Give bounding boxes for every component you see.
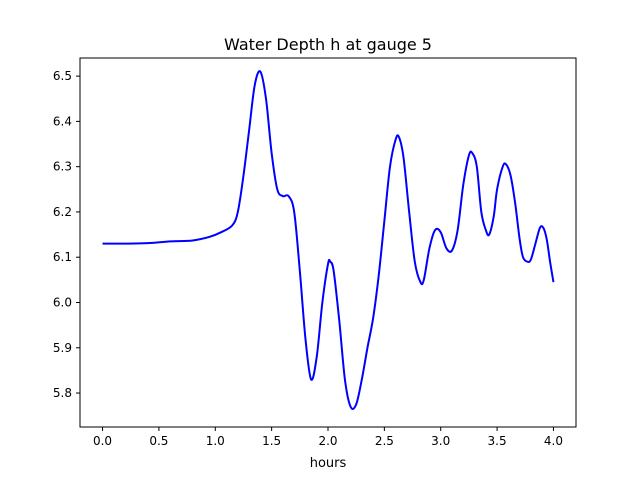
x-tick-label: 2.0 [318, 434, 337, 448]
y-tick-label: 6.4 [53, 114, 72, 128]
x-tick-label: 0.5 [149, 434, 168, 448]
y-axis-ticks: 5.8 5.9 6.0 6.1 6.2 6.3 6.4 6.5 [53, 69, 80, 400]
x-tick-label: 1.0 [206, 434, 225, 448]
x-axis-label: hours [310, 456, 347, 471]
series-line-0 [102, 70, 555, 410]
y-tick-label: 6.0 [53, 295, 72, 309]
y-tick-label: 5.9 [53, 341, 72, 355]
chart-title: Water Depth h at gauge 5 [224, 35, 432, 54]
y-tick-label: 6.3 [53, 160, 72, 174]
x-tick-label: 3.5 [488, 434, 507, 448]
x-axis-ticks: 0.0 0.5 1.0 1.5 2.0 2.5 3.0 3.5 4.0 [93, 427, 563, 448]
y-tick-label: 6.1 [53, 250, 72, 264]
x-tick-label: 3.0 [431, 434, 450, 448]
y-tick-label: 5.8 [53, 386, 72, 400]
x-tick-label: 2.5 [375, 434, 394, 448]
y-tick-label: 6.2 [53, 205, 72, 219]
x-tick-label: 1.5 [262, 434, 281, 448]
y-tick-label: 6.5 [53, 69, 72, 83]
x-tick-label: 4.0 [544, 434, 563, 448]
x-tick-label: 0.0 [93, 434, 112, 448]
line-layer [102, 70, 555, 410]
